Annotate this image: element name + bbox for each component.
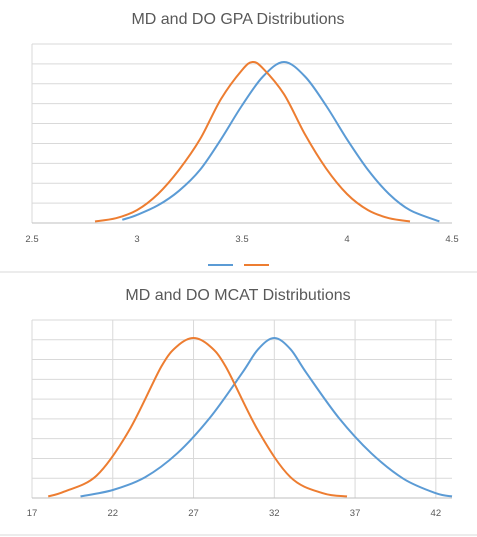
gpa-x-tick-label: 3 <box>134 234 139 245</box>
mcat-x-tick-label: 22 <box>107 508 118 519</box>
gpa-x-tick-label: 4.5 <box>445 234 458 245</box>
gpa-series-line-do <box>94 60 411 223</box>
mcat-chart: MD and DO MCAT Distributions 17 22 27 32 37 4… <box>27 287 453 519</box>
gpa-series <box>94 60 440 223</box>
gpa-x-tick-label: 4 <box>344 234 349 245</box>
mcat-x-tick-label: 42 <box>431 508 442 519</box>
mcat-x-tick-label: 32 <box>269 508 280 519</box>
mcat-series-line-md <box>80 337 453 498</box>
mcat-gridlines <box>31 319 452 499</box>
gpa-x-tick-label: 3.5 <box>235 234 248 245</box>
gpa-series-line-md <box>121 61 440 223</box>
mcat-x-tick-label: 37 <box>350 508 361 519</box>
mcat-x-tick-labels: 17 22 27 32 37 42 <box>27 508 441 519</box>
mcat-chart-title: MD and DO MCAT Distributions <box>125 287 350 304</box>
mcat-x-tick-label: 17 <box>27 508 38 519</box>
gpa-x-tick-labels: 2.5 3 3.5 4 4.5 <box>25 234 458 245</box>
mcat-series-line-do <box>47 337 348 498</box>
gpa-chart-title: MD and DO GPA Distributions <box>131 11 344 28</box>
gpa-gridlines <box>31 43 452 224</box>
gpa-x-tick-label: 2.5 <box>25 234 38 245</box>
mcat-x-tick-label: 27 <box>188 508 199 519</box>
gpa-chart: MD and DO GPA Distributions 2.5 3 3.5 4 4.5 <box>25 11 459 266</box>
mcat-series <box>47 337 453 498</box>
